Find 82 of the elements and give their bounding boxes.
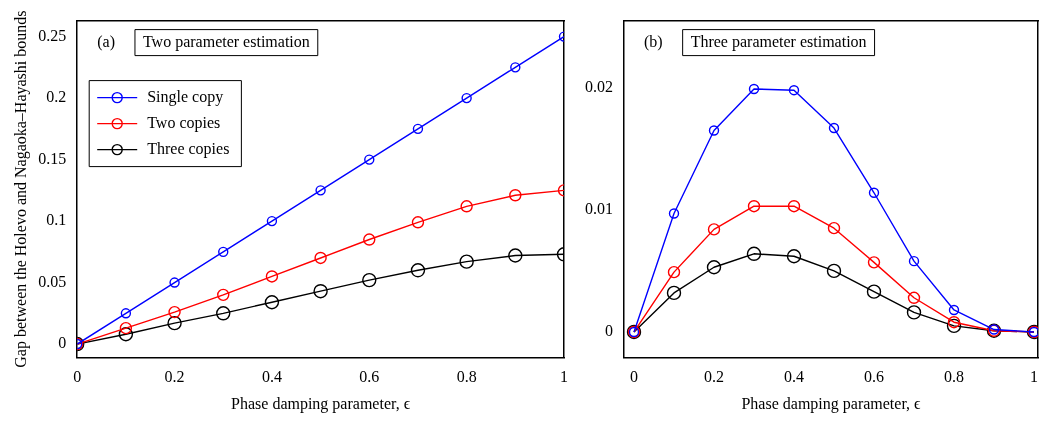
y-axis-title: Gap between the Holevo and Nagaoka–Hayashi bounds xyxy=(11,10,30,368)
point xyxy=(169,277,180,288)
x-tick-label: 0.8 xyxy=(456,368,477,386)
annotation: (a) xyxy=(97,32,115,51)
point xyxy=(866,284,882,299)
point xyxy=(509,189,522,202)
x-tick-label: 0 xyxy=(73,368,82,386)
x-tick-label: 0 xyxy=(630,368,638,386)
point xyxy=(168,305,181,319)
point xyxy=(706,260,722,275)
point xyxy=(120,308,132,319)
legend-label: Three copies xyxy=(147,139,230,158)
point xyxy=(510,62,521,73)
point xyxy=(217,288,230,302)
x-tick-label: 0.4 xyxy=(784,368,804,386)
point xyxy=(827,221,841,235)
point xyxy=(828,122,840,134)
legend-label: Single copy xyxy=(147,87,224,106)
point xyxy=(908,255,920,267)
point xyxy=(946,318,962,334)
point xyxy=(218,246,229,258)
point xyxy=(265,270,279,283)
point xyxy=(412,123,424,135)
point xyxy=(461,92,472,104)
x-tick-label: 0.6 xyxy=(359,368,380,386)
y-tick-label: 0.01 xyxy=(585,200,613,218)
point xyxy=(867,256,881,269)
y-tick-label: 0.15 xyxy=(38,149,67,167)
point xyxy=(747,199,761,213)
point xyxy=(906,305,922,320)
point xyxy=(947,315,961,329)
point xyxy=(460,200,473,213)
x-axis-title: Phase damping parameter, ϵ xyxy=(741,394,922,413)
point xyxy=(364,154,375,165)
point xyxy=(948,304,960,316)
point xyxy=(167,315,182,331)
point xyxy=(508,248,523,263)
x-tick-label: 0.2 xyxy=(704,368,724,386)
point xyxy=(410,263,426,278)
point xyxy=(362,272,377,288)
point xyxy=(264,295,280,310)
x-tick-label: 0.8 xyxy=(944,368,964,386)
y-tick-label: 0.25 xyxy=(38,26,67,44)
point xyxy=(826,263,842,279)
point xyxy=(708,125,720,136)
text: Three parameter estimation xyxy=(690,32,867,51)
point xyxy=(787,199,801,213)
point xyxy=(459,254,474,269)
point xyxy=(746,246,762,262)
y-tick-label: 0 xyxy=(58,334,67,352)
y-tick-label: 0 xyxy=(605,322,613,340)
x-tick-label: 1 xyxy=(1030,368,1038,386)
y-tick-label: 0.1 xyxy=(46,211,67,229)
point xyxy=(216,306,231,321)
point xyxy=(119,321,133,335)
text: Two parameter estimation xyxy=(142,32,310,51)
legend-label: Two copies xyxy=(147,113,221,132)
point xyxy=(314,251,327,265)
y-tick-label: 0.2 xyxy=(46,88,67,106)
point xyxy=(907,291,921,304)
point xyxy=(868,187,880,198)
x-tick-label: 0.2 xyxy=(164,368,185,386)
point xyxy=(315,185,326,196)
y-tick-label: 0.02 xyxy=(585,77,613,95)
point xyxy=(118,327,134,342)
point xyxy=(788,85,800,96)
x-axis-title: Phase damping parameter, ϵ xyxy=(231,394,411,413)
point xyxy=(363,233,376,246)
point xyxy=(313,283,328,299)
point xyxy=(668,208,680,219)
point xyxy=(707,223,721,236)
annotation: (b) xyxy=(644,32,663,51)
x-tick-label: 1 xyxy=(560,368,568,386)
x-tick-label: 0.4 xyxy=(261,368,282,386)
point xyxy=(411,216,425,229)
y-tick-label: 0.05 xyxy=(38,272,67,290)
point xyxy=(786,249,802,264)
point xyxy=(667,265,681,279)
point xyxy=(748,83,760,95)
x-tick-label: 0.6 xyxy=(864,368,884,386)
point xyxy=(266,215,278,227)
point xyxy=(666,285,682,301)
